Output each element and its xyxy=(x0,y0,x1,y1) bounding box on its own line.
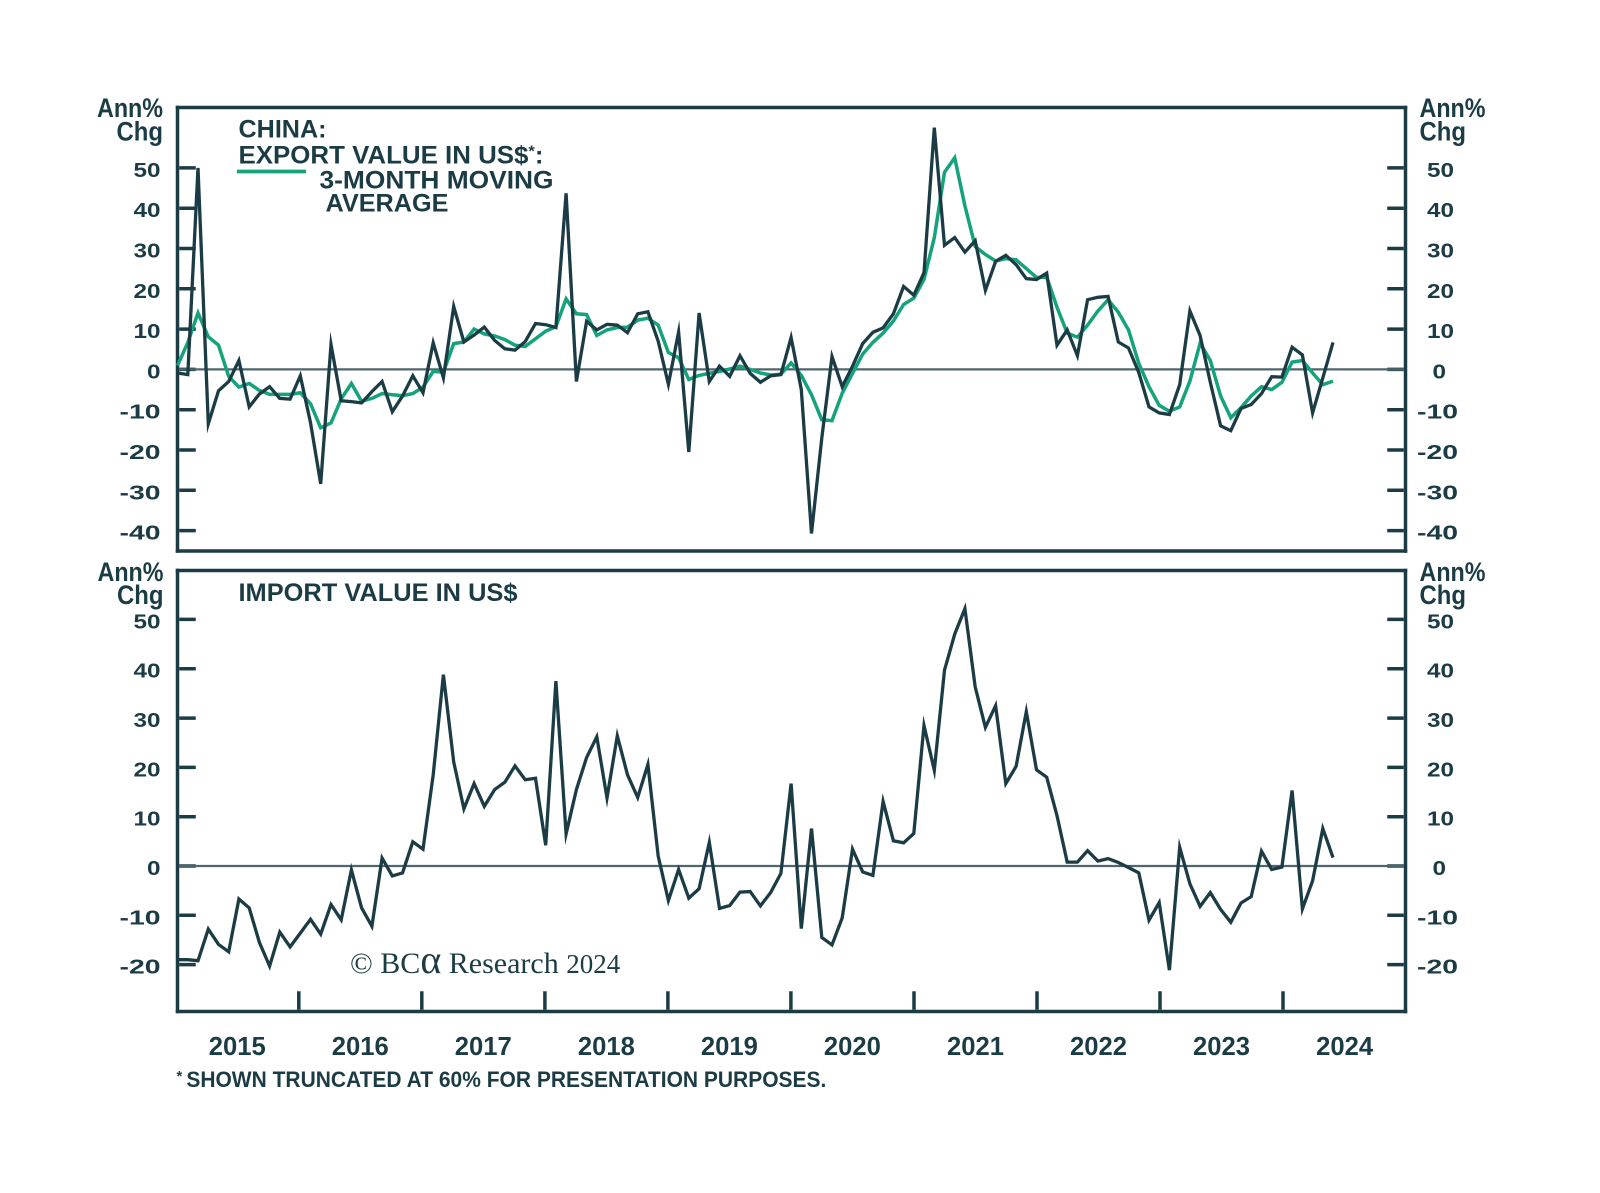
svg-text:-10: -10 xyxy=(120,907,161,929)
svg-text:EXPORT VALUE IN US$*:: EXPORT VALUE IN US$ *: xyxy=(239,142,544,170)
svg-text:40: 40 xyxy=(1427,661,1454,683)
svg-text:10: 10 xyxy=(1427,321,1454,343)
svg-text:40: 40 xyxy=(1427,200,1454,222)
svg-text:0: 0 xyxy=(1433,858,1447,880)
svg-text:2023: 2023 xyxy=(1193,1031,1250,1061)
svg-text:-30: -30 xyxy=(120,482,161,504)
svg-text:10: 10 xyxy=(134,321,161,343)
svg-text:2019: 2019 xyxy=(701,1031,758,1061)
svg-text:20: 20 xyxy=(134,759,161,781)
svg-text:50: 50 xyxy=(134,160,161,182)
svg-text:30: 30 xyxy=(134,241,161,263)
svg-text:2022: 2022 xyxy=(1070,1031,1127,1061)
svg-text:-30: -30 xyxy=(1417,482,1458,504)
svg-text:30: 30 xyxy=(1427,241,1454,263)
svg-text:2016: 2016 xyxy=(332,1031,389,1061)
svg-text:2018: 2018 xyxy=(578,1031,635,1061)
svg-text:0: 0 xyxy=(147,858,161,880)
svg-text:40: 40 xyxy=(134,200,161,222)
svg-text:Ann%: Ann% xyxy=(98,557,164,587)
svg-text:Chg: Chg xyxy=(117,117,164,147)
svg-text:Chg: Chg xyxy=(1420,580,1467,610)
svg-text:50: 50 xyxy=(134,611,161,633)
svg-text:Ann%: Ann% xyxy=(1420,93,1486,123)
svg-text:-40: -40 xyxy=(120,523,161,545)
svg-text:Ann%: Ann% xyxy=(97,93,163,123)
svg-text:-20: -20 xyxy=(1417,957,1458,979)
svg-text:50: 50 xyxy=(1427,611,1454,633)
svg-text:40: 40 xyxy=(134,661,161,683)
svg-text:2020: 2020 xyxy=(824,1031,881,1061)
svg-text:10: 10 xyxy=(134,809,161,831)
svg-text:20: 20 xyxy=(1427,281,1454,303)
svg-text:Ann%: Ann% xyxy=(1420,557,1486,587)
svg-text:-40: -40 xyxy=(1417,523,1458,545)
svg-text:-10: -10 xyxy=(1417,402,1458,424)
svg-text:Chg: Chg xyxy=(1420,117,1467,147)
svg-text:2021: 2021 xyxy=(947,1031,1004,1061)
svg-text:-20: -20 xyxy=(120,957,161,979)
svg-text:-20: -20 xyxy=(120,442,161,464)
svg-text:AVERAGE: AVERAGE xyxy=(326,190,449,218)
svg-text:*SHOWN TRUNCATED AT 60% FOR PR: * SHOWN TRUNCATED AT 60% FOR PRESENTATION… xyxy=(177,1067,827,1092)
svg-text:30: 30 xyxy=(134,710,161,732)
svg-text:2015: 2015 xyxy=(209,1031,266,1061)
svg-text:50: 50 xyxy=(1427,160,1454,182)
svg-text:-10: -10 xyxy=(120,402,161,424)
svg-text:20: 20 xyxy=(134,281,161,303)
svg-text:3-MONTH MOVING: 3-MONTH MOVING xyxy=(320,167,554,195)
svg-text:0: 0 xyxy=(1433,361,1447,383)
svg-text:-10: -10 xyxy=(1417,907,1458,929)
svg-text:2024: 2024 xyxy=(1316,1031,1374,1061)
svg-text:Chg: Chg xyxy=(117,580,164,610)
svg-text:10: 10 xyxy=(1427,809,1454,831)
svg-text:IMPORT VALUE IN US$: IMPORT VALUE IN US$ xyxy=(239,579,518,607)
svg-text:20: 20 xyxy=(1427,759,1454,781)
svg-text:0: 0 xyxy=(147,361,161,383)
svg-text:CHINA:: CHINA: xyxy=(239,116,327,144)
svg-text:-20: -20 xyxy=(1417,442,1458,464)
svg-text:2017: 2017 xyxy=(455,1031,512,1061)
svg-text:30: 30 xyxy=(1427,710,1454,732)
